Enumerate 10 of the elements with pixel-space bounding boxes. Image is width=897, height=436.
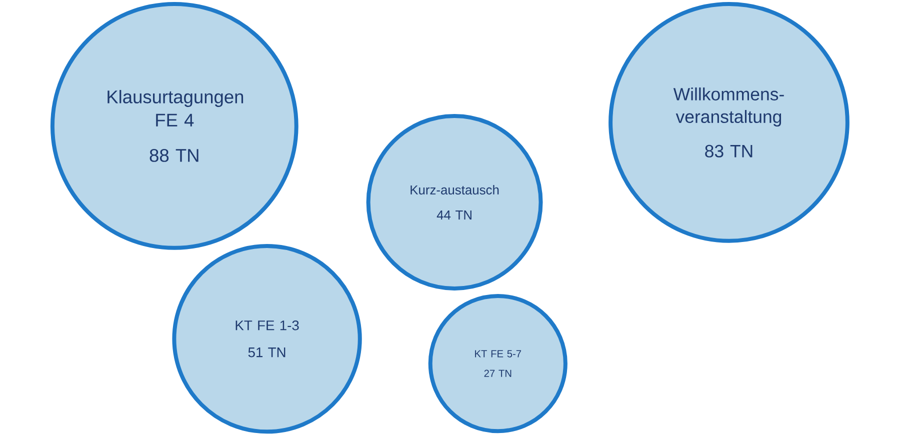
category-label: KT FE 5-7 (475, 350, 522, 358)
category-label: KT FE 1-3 (236, 320, 299, 330)
category-label: Willkommens-veranstaltung (673, 87, 784, 127)
category-label: Klausurtagungen FE 4 (108, 90, 244, 126)
data-label: 44 TN (436, 210, 472, 220)
data-label: 27 TN (484, 370, 512, 377)
category-label: Kurz-austausch (410, 185, 499, 195)
data-label: 51 TN (248, 348, 286, 358)
data-label: 88 TN (150, 148, 198, 162)
data-label: 83 TN (705, 144, 752, 158)
